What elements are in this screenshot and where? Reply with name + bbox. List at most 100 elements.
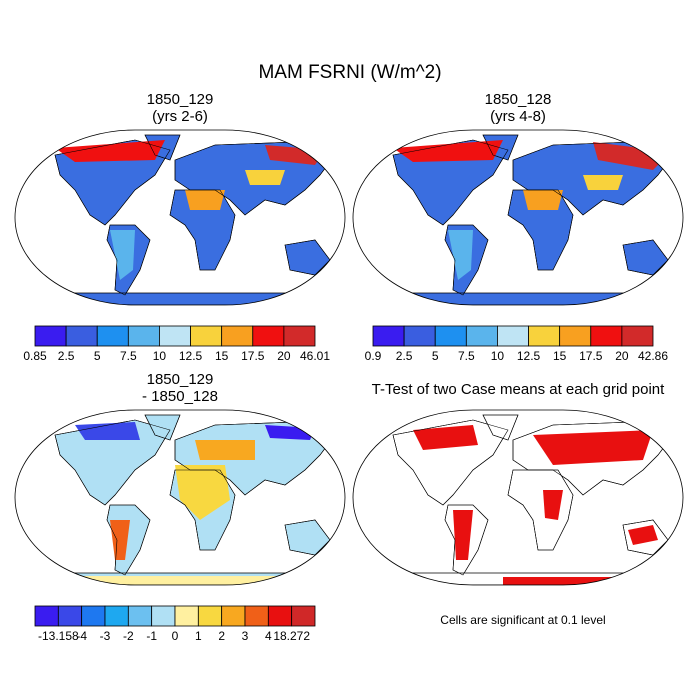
- colorbar-label: -3: [100, 629, 111, 643]
- colorbar-label: 42.86: [638, 349, 668, 363]
- map-border: [14, 409, 346, 586]
- panel-title: T-Test of two Case means at each grid po…: [372, 381, 665, 398]
- panel-title: 1850_128: [485, 91, 552, 108]
- colorbar-box: [465, 325, 498, 347]
- colorbar-label: 12.5: [517, 349, 541, 363]
- data-patch: [593, 142, 671, 170]
- colorbar-label: 2: [218, 629, 225, 643]
- colorbar-box: [34, 605, 59, 627]
- colorbar-label: 4: [265, 629, 272, 643]
- data-patch: [110, 230, 135, 280]
- colorbar-box: [221, 605, 246, 627]
- data-patch: [543, 490, 563, 520]
- colorbar-box: [252, 325, 285, 347]
- colorbar-box: [34, 325, 67, 347]
- colorbar-label: 5: [94, 349, 101, 363]
- colorbar-label: 1: [195, 629, 202, 643]
- colorbar-box: [159, 325, 191, 347]
- colorbar-box: [65, 325, 98, 347]
- data-patch: [628, 525, 658, 545]
- colorbar-box: [104, 605, 129, 627]
- colorbar-box: [291, 605, 316, 627]
- colorbar-box: [221, 325, 254, 347]
- map-border: [352, 129, 684, 306]
- map: [14, 129, 346, 306]
- colorbar-label: 17.5: [241, 349, 265, 363]
- colorbar-label: -4: [76, 629, 87, 643]
- colorbar-box: [267, 605, 293, 627]
- map-border: [14, 129, 346, 306]
- data-patch: [448, 230, 473, 280]
- data-patch: [110, 520, 130, 560]
- colorbar-label: 17.5: [579, 349, 603, 363]
- map-clip: [353, 414, 683, 585]
- data-patch: [533, 430, 653, 465]
- panel-title: 1850_129: [147, 91, 214, 108]
- colorbar-label: 3: [242, 629, 249, 643]
- colorbar-box: [81, 605, 106, 627]
- colorbar-box: [497, 325, 529, 347]
- map-clip: [15, 414, 345, 585]
- colorbar-box: [403, 325, 436, 347]
- panel-title: (yrs 2-6): [152, 108, 208, 125]
- colorbar-box: [127, 325, 160, 347]
- map: [352, 129, 684, 306]
- colorbar-box: [590, 325, 623, 347]
- colorbar-label: 0.85: [23, 349, 47, 363]
- colorbar-box: [283, 325, 316, 347]
- data-patch: [175, 465, 230, 520]
- colorbar-box: [127, 605, 153, 627]
- data-patch: [583, 175, 623, 190]
- colorbar-label: 20: [615, 349, 629, 363]
- colorbar-label: 2.5: [58, 349, 75, 363]
- colorbar-box: [434, 325, 467, 347]
- colorbar-label: 10: [153, 349, 167, 363]
- data-patch: [245, 170, 285, 185]
- colorbar-label: 0.9: [365, 349, 382, 363]
- colorbar-box: [244, 605, 269, 627]
- data-patch: [413, 425, 478, 450]
- colorbar-box: [190, 325, 223, 347]
- map-clip: [353, 134, 683, 305]
- data-patch: [265, 425, 315, 440]
- data-patch: [393, 140, 503, 162]
- map: [352, 409, 684, 586]
- data-patch: [75, 422, 140, 440]
- colorbar-label: 20: [277, 349, 291, 363]
- colorbar-label: 2.5: [396, 349, 413, 363]
- colorbar-label: -1: [146, 629, 157, 643]
- panel-title: (yrs 4-8): [490, 108, 546, 125]
- data-patch: [55, 576, 305, 585]
- colorbar-label: -2: [123, 629, 134, 643]
- colorbar-label: 12.5: [179, 349, 203, 363]
- colorbar-box: [372, 325, 405, 347]
- map-border: [352, 409, 684, 586]
- map: [14, 409, 346, 586]
- colorbar-box: [174, 605, 199, 627]
- data-patch: [453, 510, 473, 560]
- note: Cells are significant at 0.1 level: [440, 613, 605, 627]
- colorbar-label: 5: [432, 349, 439, 363]
- colorbar-label: 15: [553, 349, 567, 363]
- colorbar-label: 7.5: [458, 349, 475, 363]
- colorbar-box: [96, 325, 129, 347]
- data-patch: [185, 190, 225, 210]
- colorbar-label: -13.158: [38, 629, 79, 643]
- data-patch: [55, 140, 165, 162]
- colorbar-box: [197, 605, 223, 627]
- colorbar-box: [559, 325, 592, 347]
- figure-title: MAM FSRNI (W/m^2): [258, 62, 441, 83]
- data-patch: [523, 190, 563, 210]
- colorbar-label: 46.01: [300, 349, 330, 363]
- colorbar-label: 7.5: [120, 349, 137, 363]
- colorbar-box: [528, 325, 561, 347]
- colorbar-label: 18.272: [273, 629, 310, 643]
- colorbar-box: [621, 325, 654, 347]
- map-clip: [15, 134, 345, 305]
- colorbar-label: 10: [491, 349, 505, 363]
- colorbar-box: [57, 605, 83, 627]
- panel-title: - 1850_128: [142, 388, 218, 405]
- colorbar-box: [151, 605, 176, 627]
